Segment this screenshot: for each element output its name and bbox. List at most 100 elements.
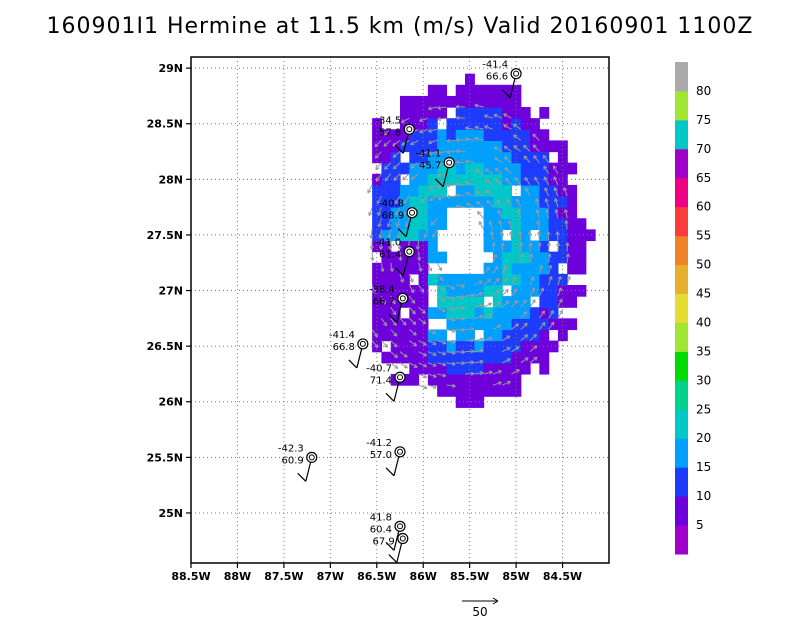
wind-vector-head xyxy=(480,338,484,342)
wind-cell xyxy=(427,351,438,364)
wind-vector xyxy=(367,184,373,194)
wind-cell xyxy=(409,151,420,164)
sonde-circle-inner xyxy=(397,523,403,530)
wind-vector xyxy=(437,173,447,177)
wind-vector xyxy=(514,177,522,186)
wind-cell xyxy=(465,129,475,142)
sonde-value-label: 71.4 xyxy=(370,375,392,386)
wind-vector-head xyxy=(500,231,504,235)
wind-vector-head xyxy=(461,351,465,355)
wind-vector-head xyxy=(507,347,511,351)
wind-cell xyxy=(492,84,503,97)
wind-cell xyxy=(427,362,438,375)
wind-cell xyxy=(474,84,485,97)
wind-vector-head xyxy=(369,234,372,239)
wind-cell xyxy=(483,307,494,319)
colorbar-swatch xyxy=(675,438,688,468)
wind-vector-head xyxy=(526,357,529,362)
sonde-circle-outer xyxy=(403,246,415,258)
wind-vector-head xyxy=(470,361,475,365)
wind-cell xyxy=(400,95,410,108)
sonde-circle-outer xyxy=(394,446,406,458)
wind-cell xyxy=(437,251,448,264)
wind-cell xyxy=(548,184,559,197)
wind-vector xyxy=(395,206,401,216)
wind-vector-head xyxy=(533,144,537,147)
wind-vector-head xyxy=(498,301,501,306)
wind-vector-head xyxy=(489,314,493,318)
wind-vector xyxy=(533,155,540,163)
wind-vector-head xyxy=(383,323,387,327)
wind-vector xyxy=(492,277,500,286)
wind-vector xyxy=(378,218,382,228)
wind-vector xyxy=(464,339,475,342)
wind-vector xyxy=(538,310,545,319)
wind-vector-head xyxy=(446,194,450,198)
wind-vector xyxy=(543,176,550,186)
x-tick-label: 85W xyxy=(502,570,529,583)
wind-vector xyxy=(484,114,494,119)
wind-vector xyxy=(501,300,510,308)
wind-cell xyxy=(511,385,522,397)
wind-vector xyxy=(437,362,446,366)
wind-cell xyxy=(548,262,559,275)
sonde-value-label: 61.4 xyxy=(379,250,401,261)
colorbar-swatch xyxy=(675,409,688,439)
wind-cell xyxy=(455,318,466,331)
wind-vector xyxy=(501,289,509,297)
wind-cell xyxy=(511,362,522,375)
colorbar-swatch xyxy=(675,235,688,266)
wind-vector xyxy=(520,357,529,364)
wind-cell xyxy=(520,284,531,297)
wind-vector xyxy=(474,292,483,297)
wind-vector-head xyxy=(480,372,484,376)
wind-vector xyxy=(427,351,437,356)
wind-vector-head xyxy=(383,131,386,136)
wind-cell xyxy=(465,396,475,408)
wind-vector-head xyxy=(394,367,398,369)
wind-cell xyxy=(511,162,522,175)
wind-barb-flag xyxy=(394,267,404,277)
wind-cell xyxy=(576,218,587,230)
wind-vector-head xyxy=(372,290,376,294)
wind-cell xyxy=(400,273,410,286)
wind-vector-head xyxy=(530,242,533,247)
wind-vector-head xyxy=(409,279,414,283)
wind-cell xyxy=(539,218,550,230)
wind-vector-head xyxy=(546,209,550,213)
wind-cell xyxy=(372,273,383,286)
wind-vector xyxy=(510,231,512,241)
wind-vector xyxy=(520,242,522,252)
wind-cell xyxy=(567,296,578,308)
wind-cell xyxy=(372,218,383,230)
wind-vector-head xyxy=(384,345,388,348)
wind-vector xyxy=(503,145,512,152)
wind-cell xyxy=(437,385,448,397)
wind-vector xyxy=(545,198,550,208)
wind-cell xyxy=(437,173,448,186)
wind-vector-head xyxy=(563,187,568,191)
sonde-circle-inner xyxy=(359,340,366,347)
wind-cell xyxy=(437,373,448,386)
dropsonde: -42.360.9 xyxy=(278,443,318,482)
wind-cell xyxy=(474,140,485,153)
wind-cell xyxy=(409,129,420,142)
wind-cell xyxy=(511,218,522,230)
sonde-value-label: 57.0 xyxy=(370,450,392,461)
wind-vector-head xyxy=(525,187,529,191)
wind-vector xyxy=(377,195,382,205)
wind-vector xyxy=(492,289,501,297)
wind-vector-head xyxy=(461,318,465,321)
wind-vector-head xyxy=(524,176,529,180)
wind-vector-head xyxy=(400,119,404,123)
wind-cell xyxy=(372,318,383,331)
wind-cell xyxy=(465,329,475,342)
wind-cell xyxy=(502,362,513,375)
wind-vector-head xyxy=(377,223,380,228)
wind-vector-head xyxy=(474,103,479,106)
wind-vector xyxy=(405,218,410,227)
wind-cell xyxy=(483,151,494,164)
wind-cell xyxy=(418,240,429,253)
wind-cell xyxy=(427,107,438,119)
wind-cell xyxy=(492,218,503,230)
